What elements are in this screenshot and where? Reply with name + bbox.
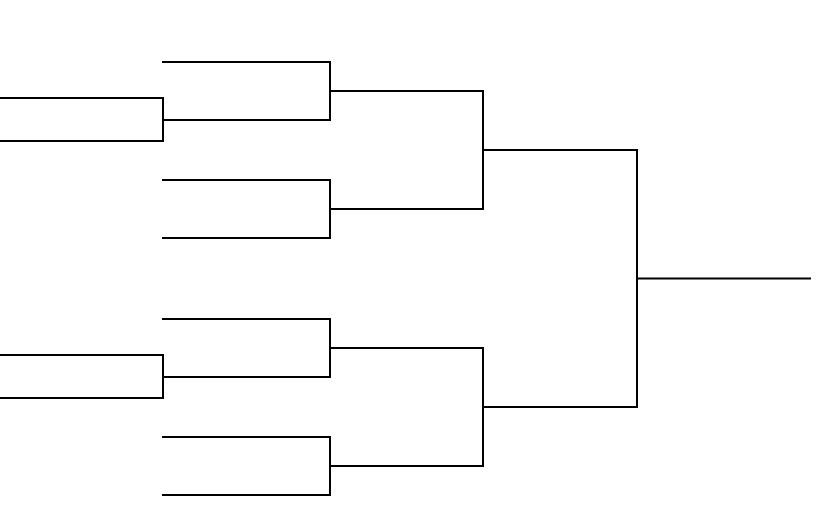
bracket-pair-l1-2 [163,319,330,377]
bracket-pair-l3-0 [483,150,637,407]
bracket-pair-l0-0 [0,98,163,141]
bracket-pair-l1-1 [163,180,330,238]
bracket-pair-l0-1 [0,355,163,398]
bracket-pair-l2-0 [330,91,483,209]
bracket-pair-l2-1 [330,348,483,466]
bracket-pair-l1-0 [163,62,330,120]
bracket-pair-l1-3 [163,437,330,495]
tournament-bracket [0,0,820,522]
